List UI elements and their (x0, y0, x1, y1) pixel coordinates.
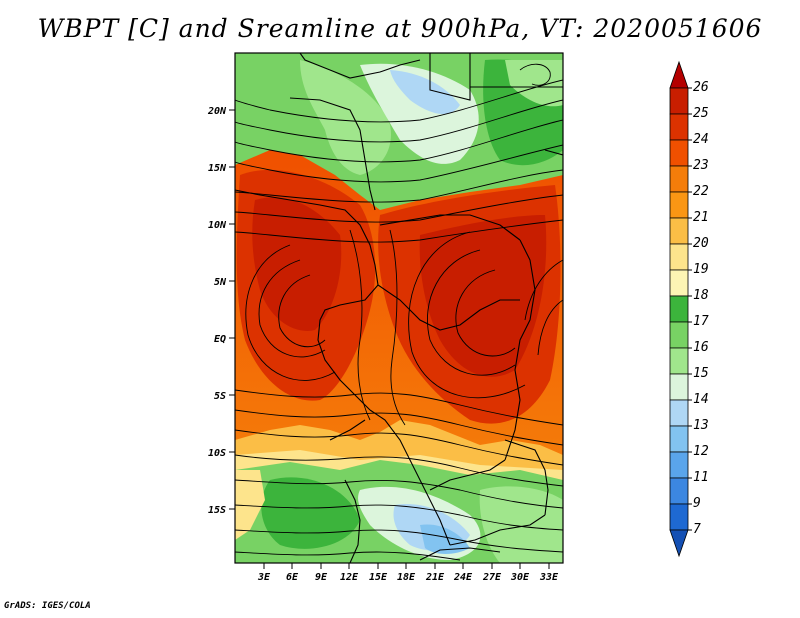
colorbar-swatch (669, 347, 689, 375)
colorbar-label: 22 (693, 184, 709, 199)
lon-label: 24E (453, 572, 473, 583)
colorbar-swatch (669, 243, 689, 271)
colorbar-swatch (669, 477, 689, 505)
colorbar-label: 23 (693, 158, 709, 173)
colorbar-swatch (669, 113, 689, 141)
colorbar-label: 15 (693, 366, 709, 381)
colorbar-swatch (669, 425, 689, 453)
colorbar-swatch (669, 217, 689, 245)
lon-label: 27E (482, 572, 502, 583)
colorbar-label: 25 (693, 106, 709, 121)
longitude-axis: 3E 6E 9E 12E 15E 18E 21E 24E 27E 30E 33E (257, 563, 559, 583)
lon-label: 6E (286, 572, 299, 583)
colorbar-label: 20 (693, 236, 709, 251)
latitude-axis: 20N 15N 10N 5N EQ 5S 10S 15S (207, 106, 235, 516)
lat-label: 10N (208, 220, 227, 231)
lon-label: 30E (510, 572, 530, 583)
plot-frame (234, 52, 564, 564)
colorbar: 26 25 24 23 22 21 20 19 18 17 16 15 14 1… (669, 60, 709, 558)
lat-label: 15N (208, 163, 227, 174)
lat-label: 10S (208, 448, 226, 459)
colorbar-label: 21 (693, 210, 709, 225)
colorbar-swatch (669, 529, 689, 558)
lon-label: 18E (397, 572, 416, 583)
lat-label: EQ (214, 334, 226, 345)
lat-label: 5S (214, 391, 226, 402)
colorbar-label: 24 (693, 132, 709, 147)
colorbar-swatch (669, 60, 689, 89)
lon-label: 21E (425, 572, 445, 583)
lat-label: 20N (207, 106, 227, 117)
lat-label: 5N (214, 277, 227, 288)
colorbar-label: 13 (693, 418, 709, 433)
colorbar-swatch (669, 191, 689, 219)
lon-label: 15E (369, 572, 388, 583)
map-boundaries (235, 53, 563, 563)
colorbar-label: 17 (693, 314, 709, 329)
lon-label: 3E (257, 572, 271, 583)
colorbar-swatch (669, 451, 689, 479)
colorbar-label: 9 (693, 496, 701, 511)
lon-label: 12E (340, 572, 359, 583)
streamlines (235, 63, 563, 561)
colorbar-label: 12 (693, 444, 709, 459)
colorbar-label: 19 (693, 262, 709, 277)
colorbar-swatch (669, 139, 689, 167)
colorbar-swatch (669, 321, 689, 349)
colorbar-swatch (669, 269, 689, 297)
footer-credit: GrADS: IGES/COLA (4, 601, 91, 611)
colorbar-label: 18 (693, 288, 709, 303)
colorbar-swatch (669, 373, 689, 401)
colorbar-label: 26 (693, 80, 709, 95)
colorbar-label: 11 (693, 470, 709, 485)
lon-label: 9E (315, 572, 328, 583)
map-title: WBPT [C] and Sreamline at 900hPa, VT: 20… (37, 14, 763, 43)
colorbar-swatch (669, 399, 689, 427)
lon-label: 33E (539, 572, 559, 583)
temperature-field (235, 53, 563, 563)
colorbar-label: 7 (693, 522, 701, 537)
colorbar-label: 16 (693, 340, 709, 355)
colorbar-swatch (669, 295, 689, 323)
colorbar-swatch (669, 87, 689, 115)
colorbar-label: 14 (693, 392, 709, 407)
colorbar-swatch (669, 165, 689, 193)
lat-label: 15S (208, 505, 226, 516)
colorbar-swatch (669, 503, 689, 531)
